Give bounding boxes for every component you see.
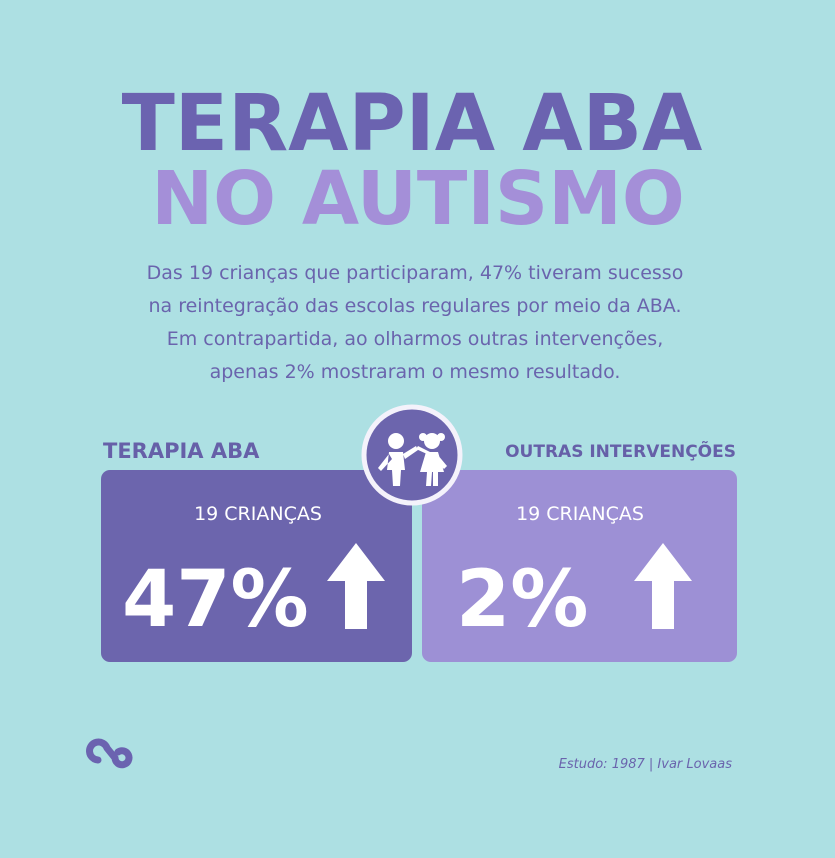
card-label: OUTRAS INTERVENÇÕES — [505, 439, 736, 462]
intro-line: apenas 2% mostraram o mesmo resultado. — [210, 361, 621, 383]
arrow-up — [327, 543, 385, 629]
footer-source: Estudo: 1987 | Ivar Lovaas — [559, 757, 733, 772]
logo — [86, 738, 133, 769]
card-count: 19 CRIANÇAS — [516, 503, 644, 525]
card — [101, 470, 412, 662]
card-count: 19 CRIANÇAS — [194, 503, 322, 525]
kids-icon — [361, 404, 463, 506]
intro-line: na reintegração das escolas regulares po… — [149, 295, 682, 317]
card-percent: 2% — [456, 555, 588, 645]
card-percent: 47% — [122, 555, 309, 645]
intro-line: Das 19 crianças que participaram, 47% ti… — [147, 262, 684, 284]
intro-line: Em contrapartida, ao olharmos outras int… — [167, 328, 664, 350]
card-label: TERAPIA ABA — [103, 439, 260, 463]
title-line-2: NO AUTISMO — [151, 156, 685, 242]
arrow-up — [634, 543, 692, 629]
title-line-1: TERAPIA ABA — [122, 79, 703, 169]
